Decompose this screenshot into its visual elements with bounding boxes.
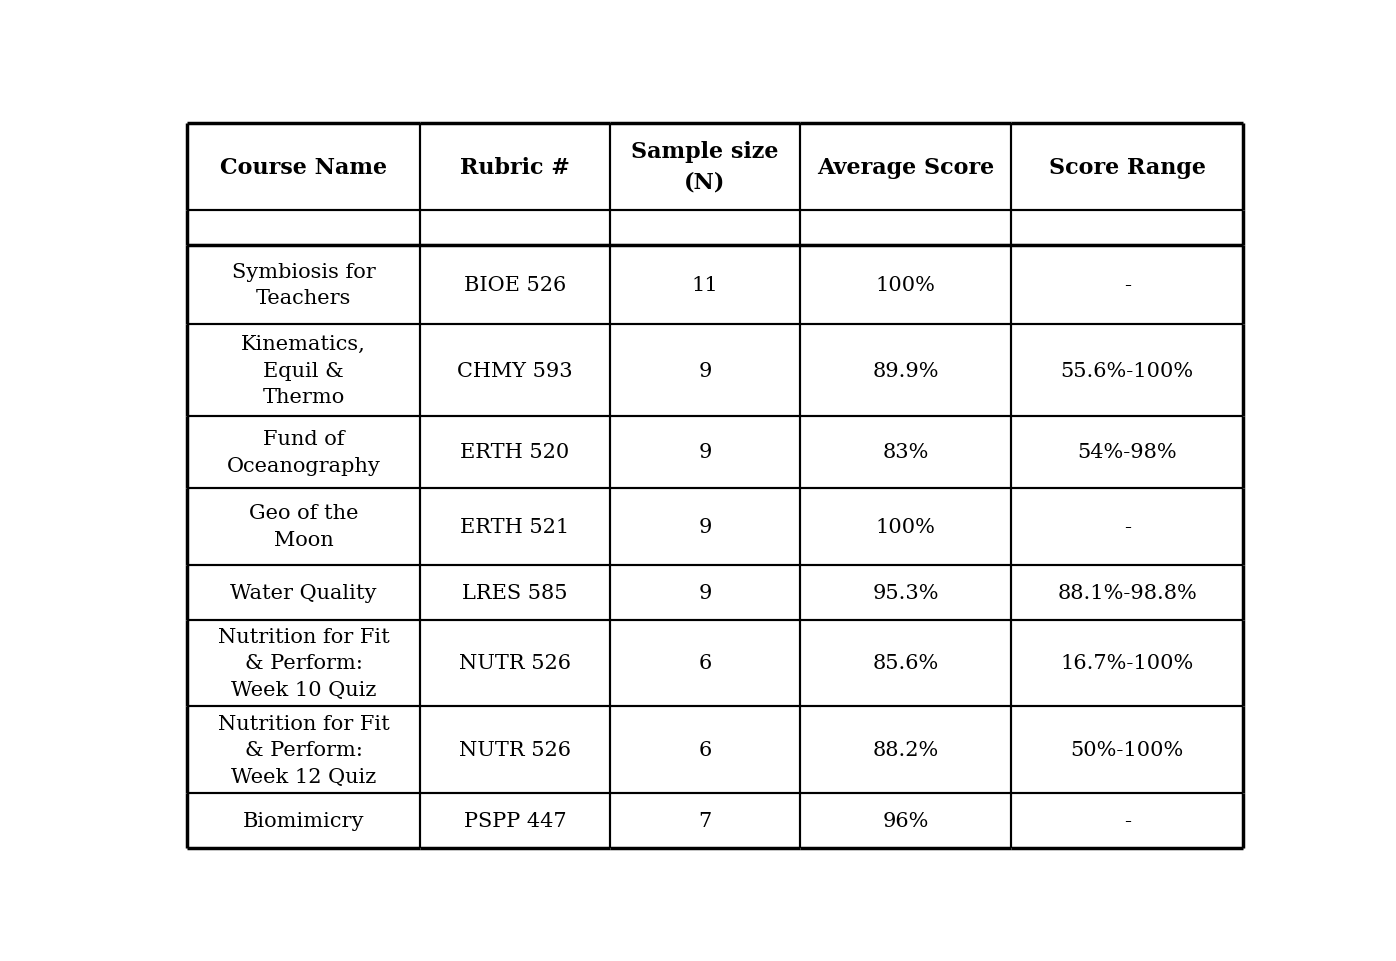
Bar (187, 416, 420, 488)
Text: 9: 9 (698, 517, 712, 536)
Bar (800, 620, 1011, 706)
Text: Average Score: Average Score (817, 157, 994, 179)
Bar (800, 416, 1011, 488)
Bar (800, 565, 1011, 620)
Text: Geo of the
Moon: Geo of the Moon (248, 504, 359, 550)
Bar (420, 620, 610, 706)
Bar (1011, 488, 1244, 565)
Text: Symbiosis for
Teachers: Symbiosis for Teachers (232, 262, 376, 308)
Text: 9: 9 (698, 583, 712, 603)
Text: 9: 9 (698, 361, 712, 381)
Bar (610, 416, 800, 488)
Text: 16.7%-100%: 16.7%-100% (1061, 653, 1194, 673)
Text: Nutrition for Fit
& Perform:
Week 10 Quiz: Nutrition for Fit & Perform: Week 10 Qui… (218, 628, 389, 700)
Text: CHMY 593: CHMY 593 (456, 361, 572, 381)
Bar (1011, 416, 1244, 488)
Bar (187, 246, 420, 325)
Bar (610, 793, 800, 848)
Text: 89.9%: 89.9% (872, 361, 938, 381)
Text: 83%: 83% (882, 443, 928, 462)
Text: 100%: 100% (875, 276, 935, 295)
Bar (1011, 210, 1244, 246)
Text: NUTR 526: NUTR 526 (459, 740, 571, 759)
Bar (420, 565, 610, 620)
Bar (610, 565, 800, 620)
Text: 11: 11 (691, 276, 719, 295)
Text: BIOE 526: BIOE 526 (463, 276, 565, 295)
Bar (187, 565, 420, 620)
Bar (1011, 325, 1244, 416)
Text: Sample size
(N): Sample size (N) (631, 141, 779, 193)
Bar (610, 246, 800, 325)
Text: -: - (1124, 517, 1131, 536)
Text: LRES 585: LRES 585 (462, 583, 568, 603)
Bar (800, 246, 1011, 325)
Text: PSPP 447: PSPP 447 (463, 811, 567, 830)
Bar (610, 620, 800, 706)
Text: ERTH 520: ERTH 520 (461, 443, 570, 462)
Text: 96%: 96% (882, 811, 928, 830)
Bar (187, 706, 420, 793)
Text: 54%-98%: 54%-98% (1078, 443, 1177, 462)
Bar (187, 124, 420, 210)
Text: 100%: 100% (875, 517, 935, 536)
Bar (800, 706, 1011, 793)
Text: 9: 9 (698, 443, 712, 462)
Bar (187, 488, 420, 565)
Bar (1011, 124, 1244, 210)
Text: Kinematics,
Equil &
Thermo: Kinematics, Equil & Thermo (242, 334, 366, 407)
Bar (187, 620, 420, 706)
Bar (420, 793, 610, 848)
Bar (800, 124, 1011, 210)
Text: Nutrition for Fit
& Perform:
Week 12 Quiz: Nutrition for Fit & Perform: Week 12 Qui… (218, 714, 389, 786)
Text: 88.1%-98.8%: 88.1%-98.8% (1057, 583, 1198, 603)
Text: 6: 6 (698, 653, 712, 673)
Bar (420, 325, 610, 416)
Text: Biomimicry: Biomimicry (243, 811, 364, 830)
Bar (1011, 620, 1244, 706)
Text: 85.6%: 85.6% (872, 653, 938, 673)
Text: Score Range: Score Range (1048, 157, 1206, 179)
Bar (187, 793, 420, 848)
Bar (420, 246, 610, 325)
Bar (610, 325, 800, 416)
Bar (610, 210, 800, 246)
Text: 95.3%: 95.3% (872, 583, 938, 603)
Text: 50%-100%: 50%-100% (1071, 740, 1184, 759)
Text: ERTH 521: ERTH 521 (461, 517, 570, 536)
Bar (420, 210, 610, 246)
Text: 6: 6 (698, 740, 712, 759)
Text: NUTR 526: NUTR 526 (459, 653, 571, 673)
Bar (610, 124, 800, 210)
Bar (420, 124, 610, 210)
Bar (610, 706, 800, 793)
Text: Rubric #: Rubric # (459, 157, 570, 179)
Bar (420, 706, 610, 793)
Text: Course Name: Course Name (221, 157, 387, 179)
Bar (1011, 246, 1244, 325)
Bar (800, 325, 1011, 416)
Text: Fund of
Oceanography: Fund of Oceanography (226, 430, 381, 475)
Text: 7: 7 (698, 811, 712, 830)
Bar (800, 210, 1011, 246)
Bar (800, 488, 1011, 565)
Bar (420, 416, 610, 488)
Bar (187, 210, 420, 246)
Text: 55.6%-100%: 55.6%-100% (1061, 361, 1194, 381)
Bar (1011, 706, 1244, 793)
Bar (187, 325, 420, 416)
Bar (420, 488, 610, 565)
Bar (800, 793, 1011, 848)
Bar (610, 488, 800, 565)
Text: -: - (1124, 811, 1131, 830)
Text: -: - (1124, 276, 1131, 295)
Text: 88.2%: 88.2% (872, 740, 938, 759)
Text: Water Quality: Water Quality (230, 583, 377, 603)
Bar (1011, 793, 1244, 848)
Bar (1011, 565, 1244, 620)
